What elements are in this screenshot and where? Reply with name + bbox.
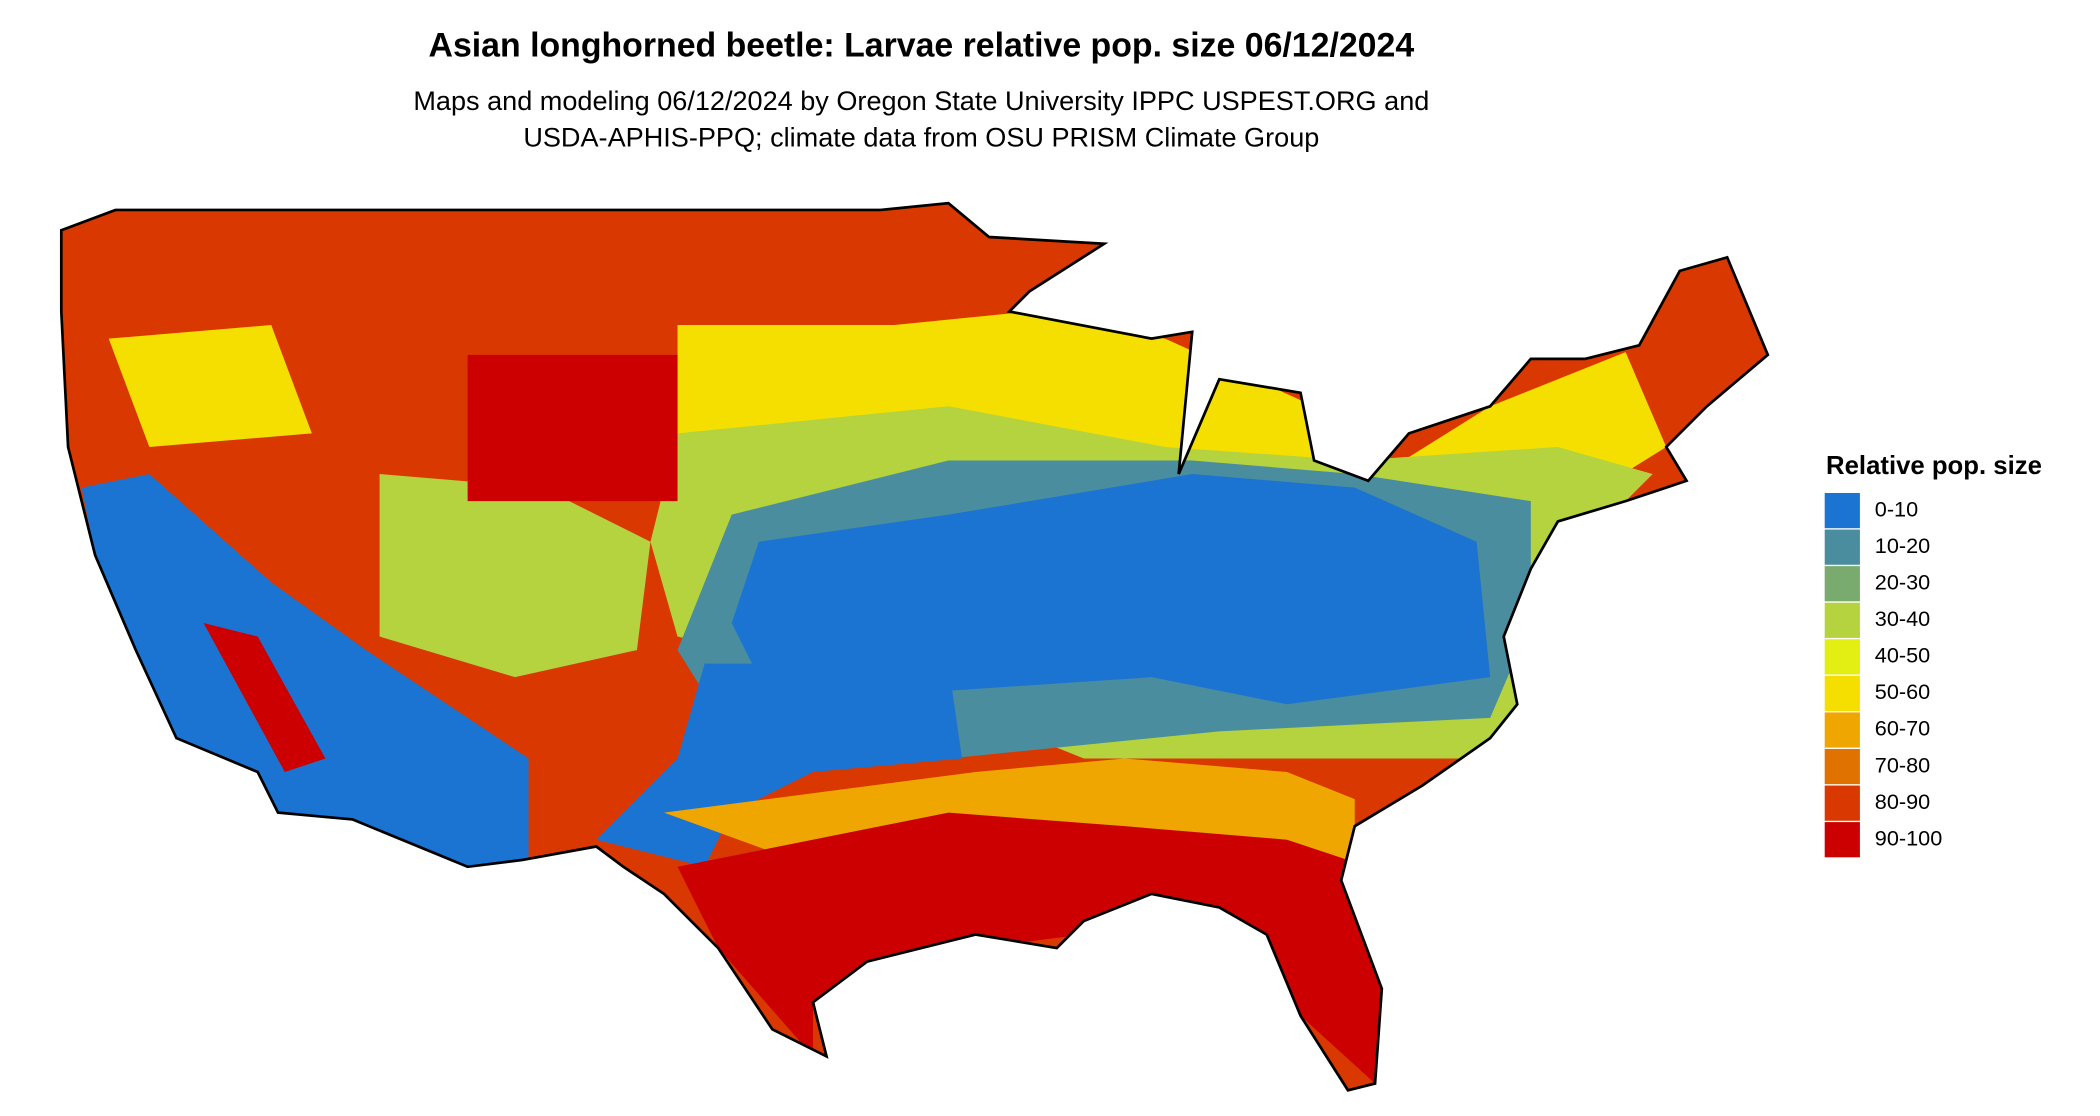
legend-label: 70-80 [1875, 752, 1930, 777]
legend-swatch [1824, 529, 1860, 565]
legend-label: 10-20 [1875, 533, 1930, 558]
map-region [81, 474, 529, 867]
legend-label: 80-90 [1875, 789, 1930, 814]
map-body [61, 203, 1768, 1091]
map-region [677, 812, 1382, 1084]
map-region [731, 474, 1491, 705]
legend-swatch [1824, 566, 1860, 602]
legend-swatch [1824, 639, 1860, 675]
legend-swatch [1824, 712, 1860, 748]
legend-title: Relative pop. size [1826, 452, 2042, 480]
map-region [108, 325, 312, 447]
map-subtitle: Maps and modeling 06/12/2024 by Oregon S… [413, 85, 1429, 116]
legend-label: 50-60 [1875, 679, 1930, 704]
legend: 0-10 10-20 20-30 30-40 40-50 50-60 60-70 70-80 8… [1824, 492, 1942, 858]
map-region [467, 354, 678, 502]
country-outline [59, 201, 1770, 1092]
legend-label: 30-40 [1875, 606, 1930, 631]
map-title: Asian longhorned beetle: Larvae relative… [429, 26, 1415, 64]
legend-label: 20-30 [1875, 569, 1930, 594]
legend-label: 40-50 [1875, 643, 1930, 668]
map-region [203, 623, 326, 772]
legend-swatch [1824, 785, 1860, 821]
map-region [379, 474, 651, 678]
legend-swatch [1824, 602, 1860, 638]
legend-swatch [1824, 748, 1860, 785]
legend-swatch [1824, 675, 1860, 712]
map-subtitle: USDA-APHIS-PPQ; climate data from OSU PR… [523, 122, 1319, 153]
legend-label: 60-70 [1875, 716, 1930, 741]
legend-label: 0-10 [1875, 496, 1918, 521]
legend-label: 90-100 [1875, 825, 1942, 850]
legend-swatch [1824, 822, 1860, 858]
legend-swatch [1824, 492, 1860, 529]
